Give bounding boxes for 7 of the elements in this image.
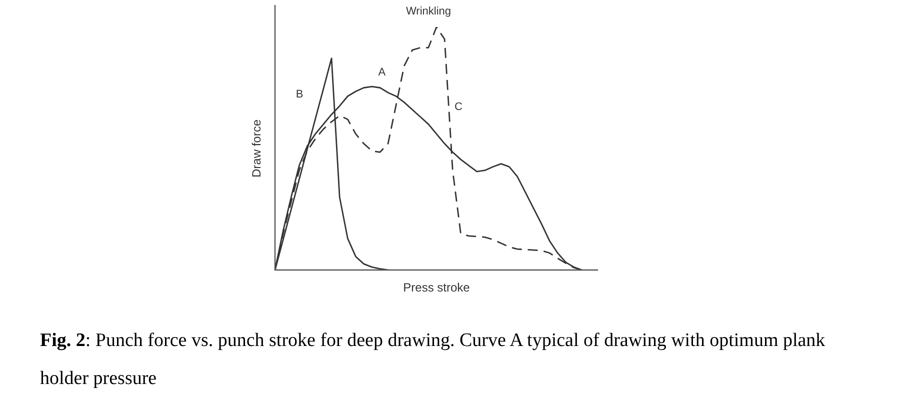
caption: Fig. 2: Punch force vs. punch stroke for deep drawing. Curve A typical of drawing with optimum plank holder pressure xyxy=(40,330,826,389)
x-axis-title: Press stroke xyxy=(403,280,470,294)
series-label: B xyxy=(296,88,304,100)
y-axis-title: Draw force xyxy=(249,119,264,178)
text: Wrinkling xyxy=(406,6,452,18)
series-label: A xyxy=(378,66,386,79)
series-label: C xyxy=(454,101,463,114)
